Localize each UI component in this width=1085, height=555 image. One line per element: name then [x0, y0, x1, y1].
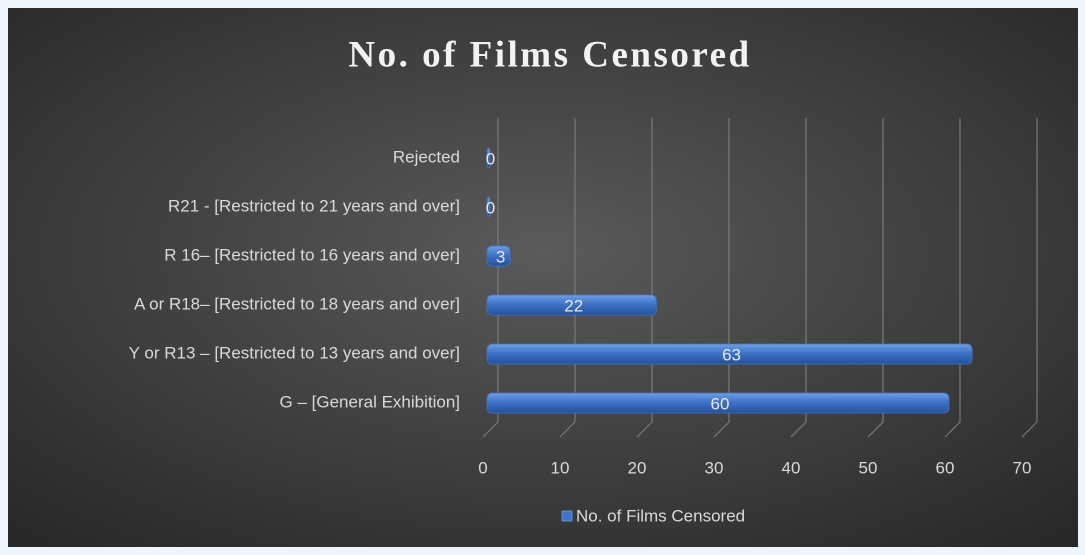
- data-label: 22: [564, 296, 583, 315]
- data-label: 0: [486, 149, 495, 168]
- x-tick-label: 70: [1013, 458, 1032, 477]
- grid-line-base: [867, 421, 884, 438]
- y-tick-label: Y or R13 – [Restricted to 13 years and o…: [129, 343, 460, 362]
- y-tick-label: G – [General Exhibition]: [280, 392, 460, 411]
- grid-line-base: [944, 421, 961, 438]
- y-tick-label: R 16– [Restricted to 16 years and over]: [164, 245, 460, 264]
- y-tick-label: Rejected: [393, 147, 460, 166]
- bar: [486, 392, 950, 414]
- y-tick-label: A or R18– [Restricted to 18 years and ov…: [134, 294, 460, 313]
- data-label: 63: [722, 345, 741, 364]
- legend-label: No. of Films Censored: [576, 506, 745, 525]
- bar: [486, 147, 491, 169]
- data-label: 0: [486, 198, 495, 217]
- chart-area: [8, 8, 1078, 547]
- grid-line-base: [636, 421, 653, 438]
- x-tick-label: 30: [705, 458, 724, 477]
- grid-line-base: [482, 421, 499, 438]
- x-tick-label: 40: [782, 458, 801, 477]
- grid-line-base: [1021, 421, 1038, 438]
- bar: [486, 245, 511, 267]
- grid-line-base: [790, 421, 807, 438]
- data-label: 3: [496, 247, 505, 266]
- bar: [486, 196, 491, 218]
- x-tick-label: 20: [628, 458, 647, 477]
- chart-title: No. of Films Censored: [348, 34, 751, 75]
- data-label: 60: [711, 394, 730, 413]
- legend-marker: [561, 510, 573, 522]
- bar: [486, 343, 973, 365]
- x-tick-label: 10: [551, 458, 570, 477]
- bar: [486, 294, 657, 316]
- grid-line-base: [713, 421, 730, 438]
- x-tick-label: 0: [478, 458, 487, 477]
- grid-line-base: [559, 421, 576, 438]
- y-tick-label: R21 - [Restricted to 21 years and over]: [168, 196, 460, 215]
- x-tick-label: 60: [936, 458, 955, 477]
- x-tick-label: 50: [859, 458, 878, 477]
